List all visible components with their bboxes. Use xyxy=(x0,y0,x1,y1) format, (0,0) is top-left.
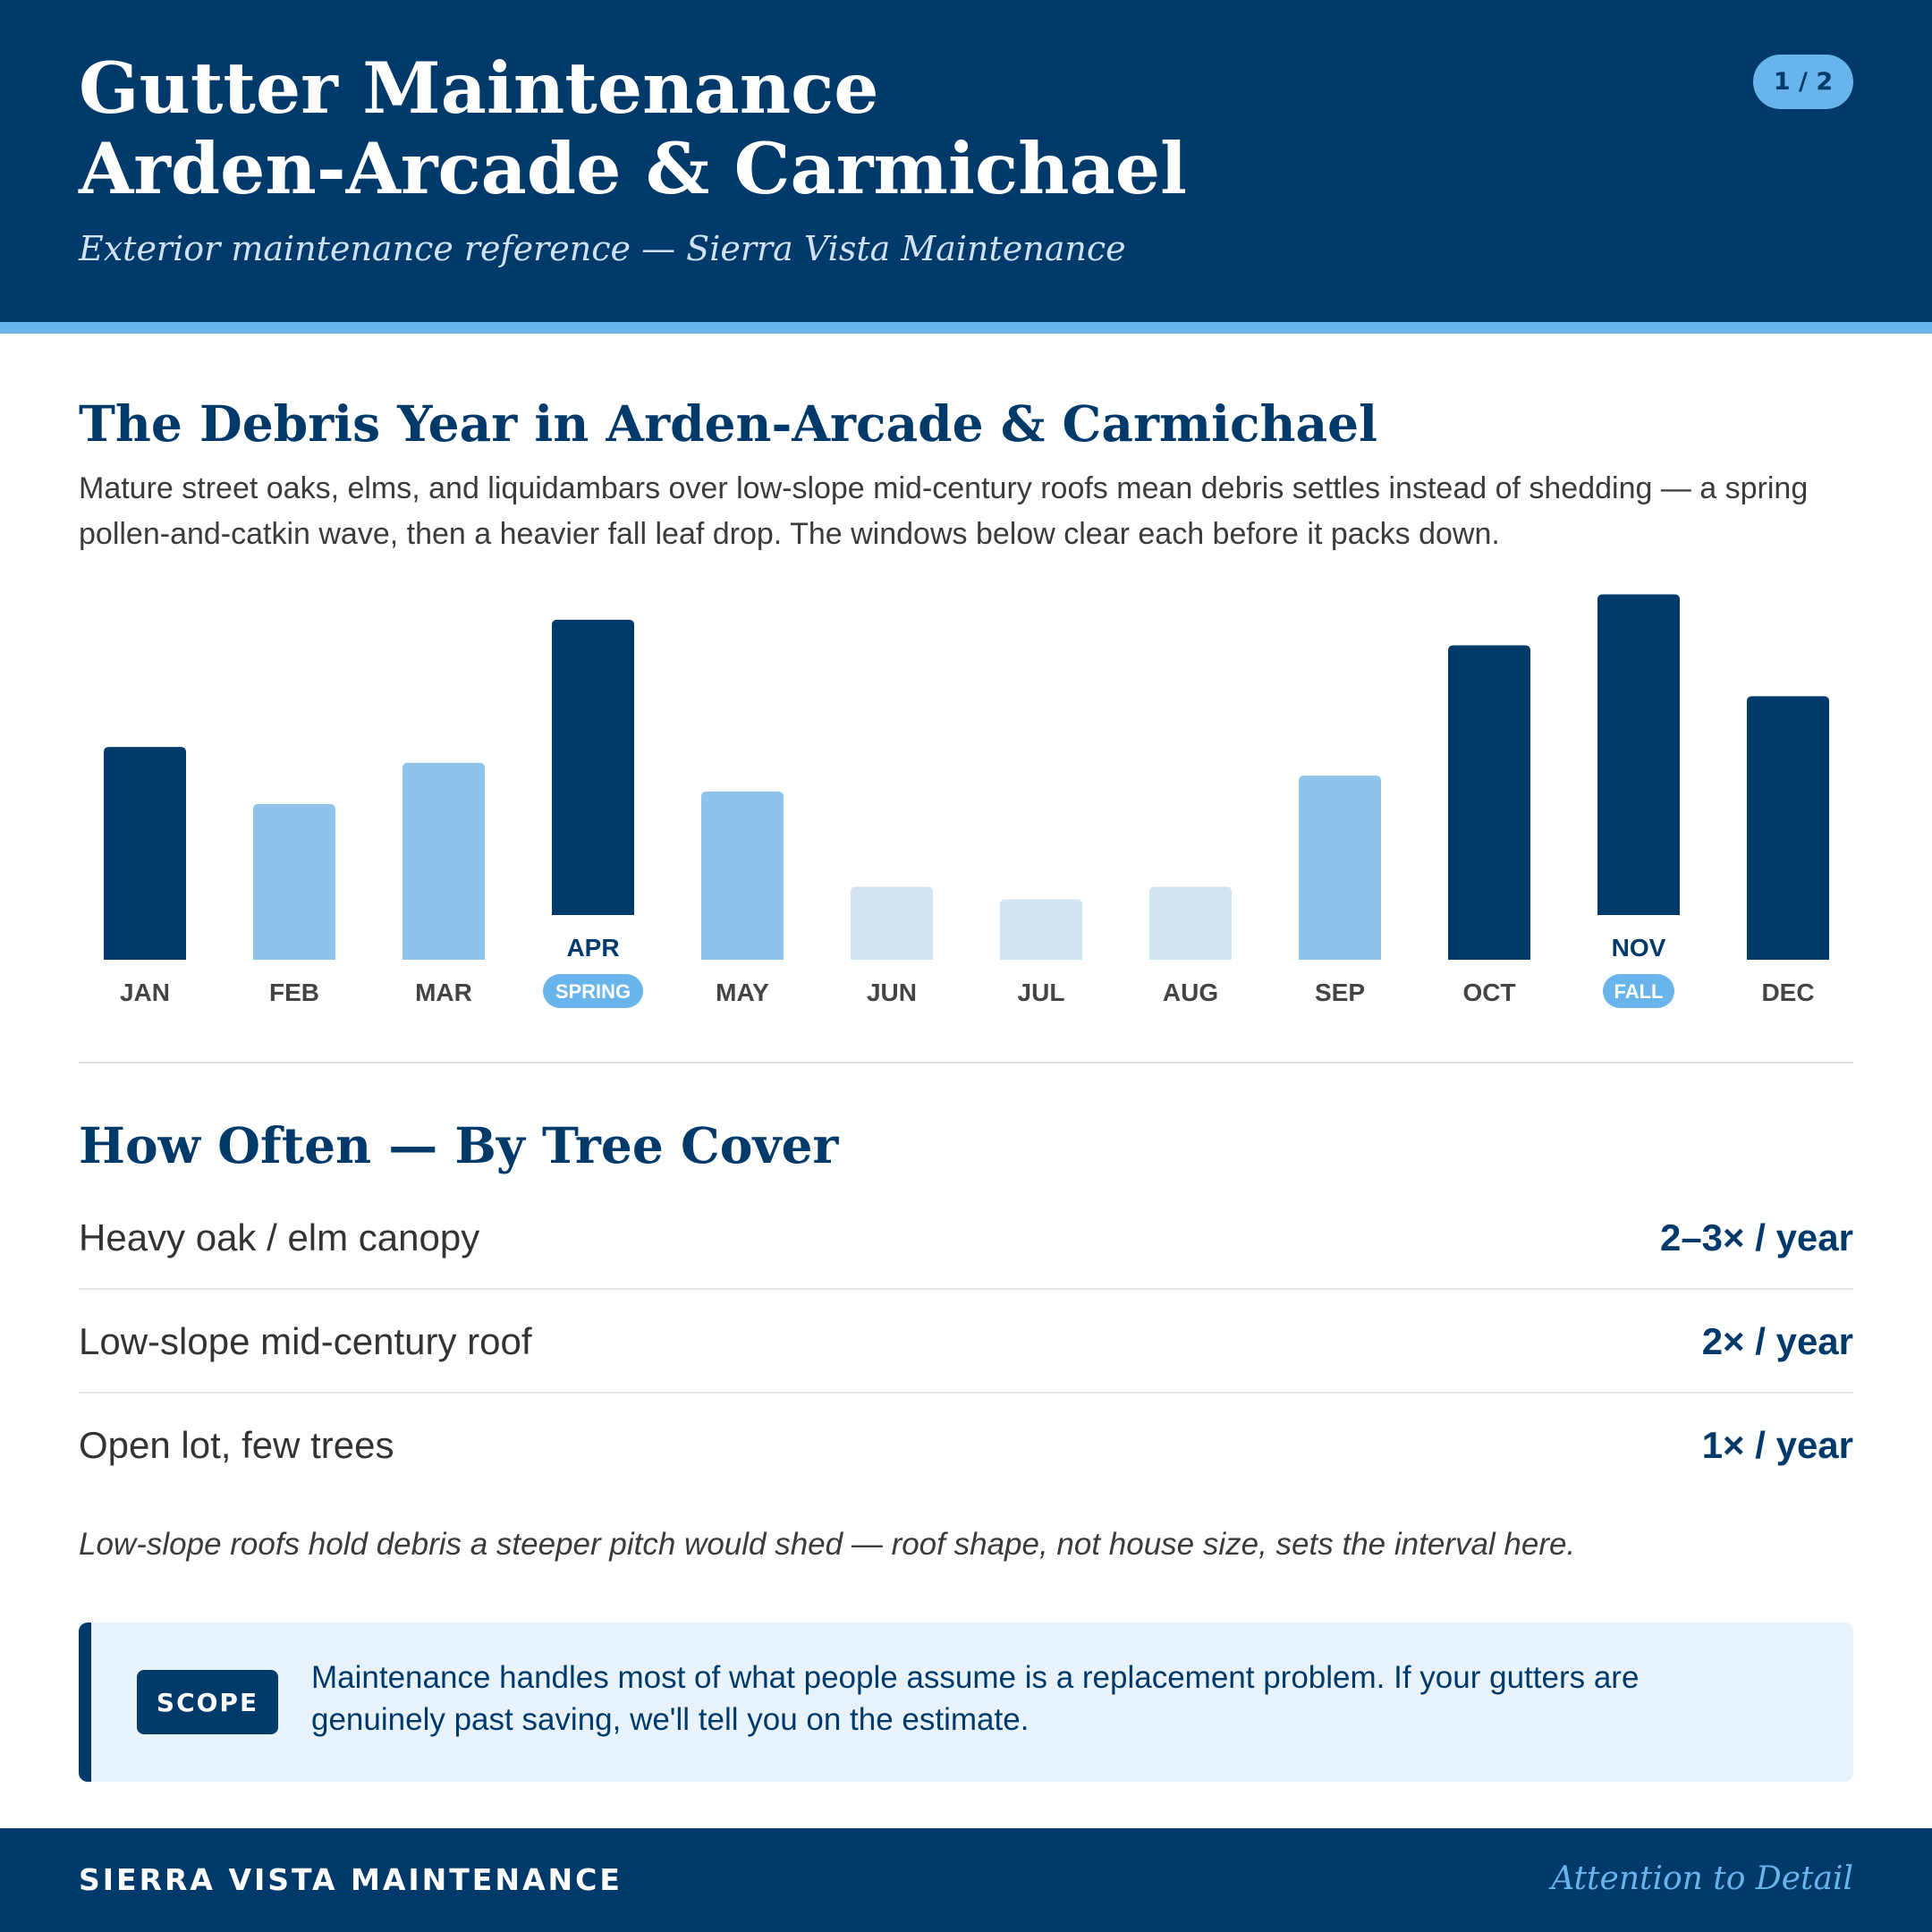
month-label-apr: APR xyxy=(566,934,619,962)
frequency-row-label: Low-slope mid-century roof xyxy=(79,1320,532,1362)
frequency-row-value: 2–3× / year xyxy=(1659,1216,1853,1258)
month-label-sep: SEP xyxy=(1315,979,1365,1006)
frequency-row-value: 2× / year xyxy=(1701,1320,1853,1362)
bar-aug xyxy=(1149,886,1232,960)
bar-mar xyxy=(402,762,485,960)
frequency-row-label: Heavy oak / elm canopy xyxy=(79,1216,480,1258)
frequency-row-label: Open lot, few trees xyxy=(79,1424,394,1466)
scope-callout: SCOPE Maintenance handles most of what p… xyxy=(79,1623,1853,1782)
frequency-row: Open lot, few trees 1× / year xyxy=(79,1394,1853,1497)
bar-oct xyxy=(1448,645,1530,960)
month-label-aug: AUG xyxy=(1163,979,1218,1006)
season-badge-apr xyxy=(543,974,643,1008)
bar-jan xyxy=(104,747,186,960)
footer-brand: SIERRA VISTA MAINTENANCE xyxy=(79,1862,623,1897)
frequency-note: Low-slope roofs hold debris a steeper pi… xyxy=(79,1527,1576,1562)
frequency-row: Heavy oak / elm canopy 2–3× / year xyxy=(79,1186,1853,1290)
bar-feb xyxy=(253,804,335,960)
bar-apr xyxy=(552,619,634,915)
month-label-jan: JAN xyxy=(120,979,170,1006)
bar-may xyxy=(701,791,784,960)
debris-section-intro: Mature street oaks, elms, and liquidamba… xyxy=(79,471,1809,551)
debris-section-title: The Debris Year in Arden-Arcade & Carmic… xyxy=(79,394,1378,453)
page-indicator-badge: 1 / 2 xyxy=(1753,55,1853,109)
scope-tag: SCOPE xyxy=(137,1670,278,1734)
bar-jul xyxy=(1000,899,1082,960)
header-accent-stripe xyxy=(0,322,1932,334)
footer: SIERRA VISTA MAINTENANCE Attention to De… xyxy=(0,1828,1932,1932)
bar-dec xyxy=(1747,696,1829,960)
section-divider xyxy=(79,1062,1853,1063)
frequency-row-value: 1× / year xyxy=(1701,1424,1853,1466)
month-label-jul: JUL xyxy=(1018,979,1065,1006)
month-label-jun: JUN xyxy=(867,979,917,1006)
frequency-row: Low-slope mid-century roof 2× / year xyxy=(79,1290,1853,1394)
page-title-line-1: Gutter Maintenance xyxy=(79,47,879,130)
bar-jun xyxy=(851,886,933,960)
scope-text: Maintenance handles most of what people … xyxy=(311,1660,1640,1737)
season-badge-label-apr: SPRING xyxy=(555,980,631,1003)
month-label-nov: NOV xyxy=(1612,934,1666,962)
frequency-section-title: How Often — By Tree Cover xyxy=(79,1116,839,1174)
month-label-mar: MAR xyxy=(415,979,472,1006)
page-title-line-2: Arden-Arcade & Carmichael xyxy=(79,127,1187,210)
header: Gutter Maintenance Arden-Arcade & Carmic… xyxy=(0,0,1932,322)
season-badge-nov xyxy=(1603,974,1674,1008)
page-subtitle: Exterior maintenance reference — Sierra … xyxy=(79,229,1126,268)
bar-nov xyxy=(1597,594,1680,915)
month-label-dec: DEC xyxy=(1761,979,1814,1006)
month-label-oct: OCT xyxy=(1462,979,1515,1006)
month-label-feb: FEB xyxy=(269,979,319,1006)
bar-sep xyxy=(1299,775,1381,960)
month-label-may: MAY xyxy=(716,979,769,1006)
season-badge-label-nov: FALL xyxy=(1614,980,1664,1003)
footer-tagline: Attention to Detail xyxy=(1551,1860,1853,1897)
debris-bar-chart: JAN FEB MAR APR SPRING MAY JUN JUL AUG SEP OCT NOV F… xyxy=(104,594,1829,1008)
